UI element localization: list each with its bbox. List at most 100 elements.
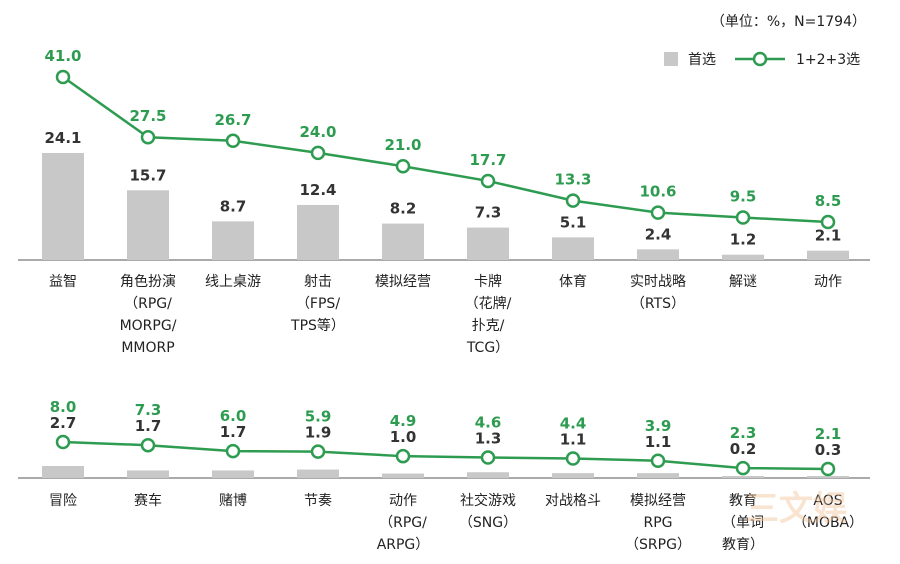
legend-line-label: 1+2+3选 [796,52,860,68]
bar-value-label: 1.1 [560,430,587,448]
line-value-label: 8.5 [815,192,842,210]
line-point [650,453,666,469]
unit-note: （单位：%，N=1794） [711,14,866,30]
category-label: 实时战略（RTS） [630,274,686,312]
category-label: 动作 [814,274,842,290]
line-value-label: 8.0 [50,398,77,416]
line-value-label: 13.3 [554,171,591,189]
bar [212,470,254,478]
legend-line-marker [752,51,768,67]
line-value-label: 2.1 [815,425,842,443]
bar [807,476,849,478]
line-point [55,69,71,85]
category-label: 益智 [49,274,77,290]
line-value-label: 5.9 [305,408,332,426]
bar [637,249,679,260]
category-label: 赌博 [219,492,247,509]
bar-value-label: 8.7 [220,197,247,215]
bar [297,204,339,260]
bar-value-label: 8.2 [390,200,417,218]
legend: 首选 1+2+3选 [664,51,860,68]
line-point [140,129,156,145]
bar [382,473,424,478]
bar-value-label: 1.2 [730,231,757,249]
bar [382,223,424,260]
bar-value-label: 1.7 [135,417,162,435]
category-label: 角色扮演（RPG/MORPG/MMORP [120,273,177,356]
line-point [565,193,581,208]
line-value-label: 4.6 [475,414,502,432]
bar-value-label: 2.7 [50,414,77,432]
category-label: 卡牌（花牌/扑克/TCG） [465,273,512,356]
line-value-label: 10.6 [639,183,676,201]
bar-value-label: 7.3 [475,204,502,222]
category-label: 体育 [559,274,587,290]
watermark: 三文娱 [745,489,847,529]
bar-value-label: 24.1 [44,129,81,147]
line-point [225,133,241,149]
bar [552,237,594,260]
category-label: 模拟经营 [375,274,431,290]
chart-panel-top: 24.1 15.7 8.7 12.4 8.2 7.3 5.1 2.4 1.2 2.1 41.0 27.… [18,47,870,356]
line-point [735,210,751,225]
category-label: 赛车 [134,492,162,509]
line-value-label: 17.7 [469,151,506,169]
bar [127,470,169,478]
bar [552,473,594,478]
line-value-label: 26.7 [214,111,251,129]
line-value-label: 41.0 [44,47,81,65]
category-label: 线上桌游 [205,274,261,290]
line-value-label: 24.0 [299,123,336,141]
bar [467,472,509,478]
category-label: 节奏 [304,493,332,509]
chart-panel-bottom: 2.7 1.7 1.7 1.9 1.0 1.3 1.1 1.1 0.2 0.3 8.0 7.3 6.0 5… [18,398,870,553]
category-label: 教育（单词教育） [722,493,764,553]
bar-value-label: 2.1 [815,227,842,245]
bar [42,153,84,260]
line-point [650,205,666,220]
line-point [395,448,411,464]
category-label: 社交游戏（SNG） [459,492,517,531]
bar-value-label: 1.1 [645,433,672,451]
category-label: 解谜 [729,274,757,290]
series-line [62,440,829,471]
series-line [62,75,829,224]
line-point [310,444,326,459]
bar-value-label: 1.0 [390,428,417,446]
bar-value-label: 2.4 [645,225,672,243]
line-point [225,443,241,459]
line-point [480,450,496,465]
bar-value-label: 1.7 [220,423,247,441]
line-value-label: 9.5 [730,188,757,206]
legend-bar-swatch [664,52,678,66]
bar [297,469,339,478]
line-point [565,451,581,466]
bar [467,227,509,260]
bar-value-label: 0.2 [730,440,757,458]
line-value-label: 4.9 [390,412,417,430]
bar-value-label: 12.4 [299,181,336,199]
category-label: 动作（RPG/ARPG） [377,493,430,553]
legend-bar-label: 首选 [688,52,716,68]
bar-value-label: 1.3 [475,430,502,448]
line-value-label: 4.4 [560,414,587,432]
category-label: 射击（FPS/TPS等） [290,274,345,334]
line-value-label: 27.5 [129,107,166,125]
bar-value-label: 1.9 [305,424,332,442]
bar-value-label: 15.7 [129,166,166,184]
bar [127,190,169,260]
line-point [140,437,156,453]
bar [42,466,84,478]
category-label: 对战格斗 [545,493,601,509]
line-value-label: 2.3 [730,424,757,442]
line-point [735,460,751,476]
bar [807,250,849,260]
line-point [395,158,411,174]
bar-value-label: 0.3 [815,441,842,459]
category-label: 模拟经营 RPG （SRPG） [625,493,691,553]
line-value-label: 7.3 [135,401,162,419]
line-point [55,434,71,450]
bar [722,254,764,260]
bar-value-label: 5.1 [560,213,587,231]
bar [722,476,764,478]
